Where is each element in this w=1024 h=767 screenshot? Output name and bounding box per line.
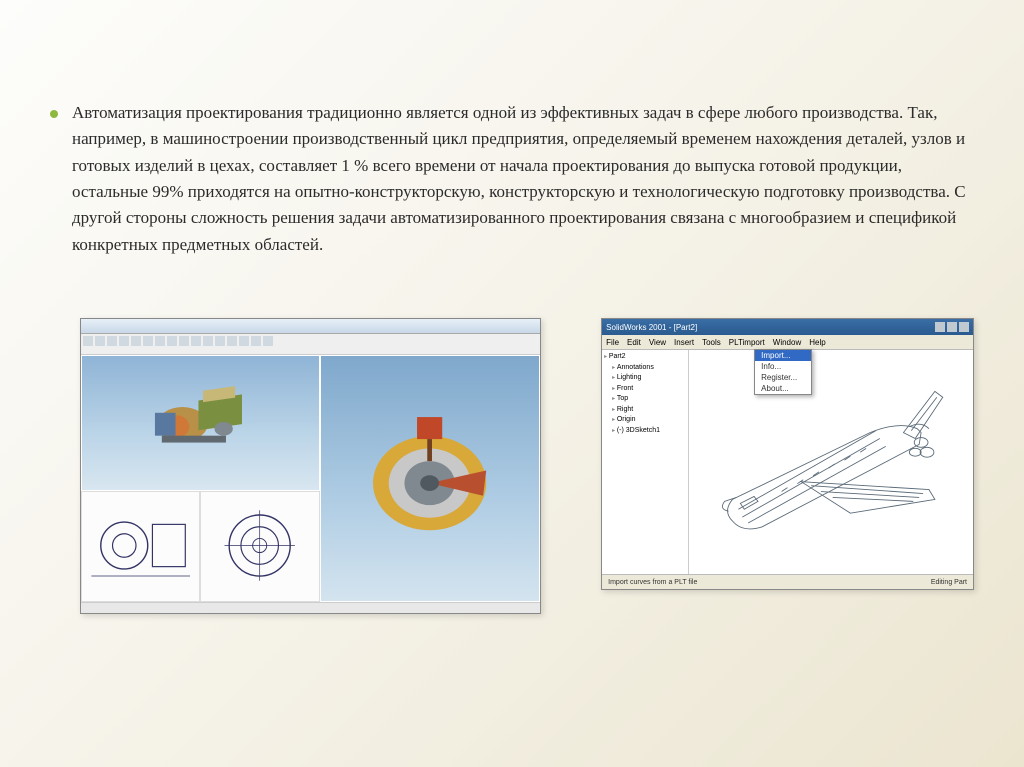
cad1-titlebar xyxy=(81,319,540,334)
cad2-dropdown-menu: Import... Info... Register... About... xyxy=(754,349,812,395)
cad1-2d-drawings xyxy=(81,491,320,602)
tree-front: Front xyxy=(612,384,686,395)
menu-help: Help xyxy=(809,338,825,347)
illustration-row: SolidWorks 2001 - [Part2] File Edit View… xyxy=(50,318,974,614)
bullet-paragraph: Автоматизация проектирования традиционно… xyxy=(50,100,974,258)
menu-item-about: About... xyxy=(755,383,811,394)
menu-window: Window xyxy=(773,338,801,347)
window-buttons xyxy=(935,322,969,332)
menu-edit: Edit xyxy=(627,338,641,347)
cad2-statusbar: Import curves from a PLT file Editing Pa… xyxy=(602,574,973,589)
menu-tools: Tools xyxy=(702,338,721,347)
shuttle-wireframe xyxy=(703,368,958,556)
engine-assembly-model xyxy=(125,383,277,463)
cad2-title-text: SolidWorks 2001 - [Part2] xyxy=(606,323,697,332)
motor-cutaway-model xyxy=(351,400,508,557)
tree-right: Right xyxy=(612,405,686,416)
cad-screenshot-1 xyxy=(80,318,541,614)
status-right: Editing Part xyxy=(931,579,967,586)
cad2-feature-tree: Part2 Annotations Lighting Front Top Rig… xyxy=(602,350,689,574)
tree-part: Part2 xyxy=(604,352,686,363)
menu-pltimport: PLTimport xyxy=(729,338,765,347)
cad1-statusbar xyxy=(81,602,540,613)
cad1-3d-viewport-motor xyxy=(320,355,540,602)
tree-sketch: (-) 3DSketch1 xyxy=(612,426,686,437)
cad1-toolbar xyxy=(81,334,540,355)
menu-item-register: Register... xyxy=(755,372,811,383)
paragraph-text: Автоматизация проектирования традиционно… xyxy=(72,100,974,258)
bullet-icon xyxy=(50,110,58,118)
menu-insert: Insert xyxy=(674,338,694,347)
menu-item-info: Info... xyxy=(755,361,811,372)
cad-screenshot-2: SolidWorks 2001 - [Part2] File Edit View… xyxy=(601,318,974,590)
menu-item-import: Import... xyxy=(755,350,811,361)
cad2-menubar: File Edit View Insert Tools PLTimport Wi… xyxy=(602,335,973,350)
cad2-canvas xyxy=(689,350,973,574)
tree-annotations: Annotations xyxy=(612,363,686,374)
tree-origin: Origin xyxy=(612,415,686,426)
status-left: Import curves from a PLT file xyxy=(608,579,697,586)
tree-lighting: Lighting xyxy=(612,373,686,384)
tree-top: Top xyxy=(612,394,686,405)
menu-file: File xyxy=(606,338,619,347)
menu-view: View xyxy=(649,338,666,347)
cad2-titlebar: SolidWorks 2001 - [Part2] xyxy=(602,319,973,335)
cad1-3d-viewport-assembly xyxy=(81,355,320,491)
